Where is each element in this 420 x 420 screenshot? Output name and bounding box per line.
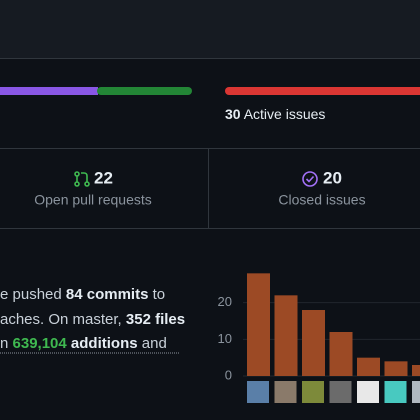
summary-line: aches. On master, 352 files [0,311,185,328]
avatar[interactable] [247,381,269,403]
stat-label: Closed issues [278,192,365,208]
summary-line: n 639,104 additions and [0,335,167,352]
header-band [0,0,420,58]
issue-label: Active issues [244,106,326,122]
avatar[interactable] [302,381,324,403]
avatar[interactable] [357,381,379,403]
y-tick-label: 20 [218,294,232,309]
strong: 84 commits [66,286,149,303]
avatar[interactable] [329,381,352,403]
text: n [0,335,13,352]
additions-number: 639,104 [13,335,68,352]
text: e pushed [0,286,66,303]
avatar[interactable] [274,381,297,403]
bar [247,273,270,376]
summary: e pushed 84 commits to aches. On master,… [0,286,185,352]
avatars [247,381,420,403]
bar [302,310,325,376]
bar [274,295,298,376]
stat-label: Open pull requests [34,192,152,208]
stat-count: 20 [323,168,342,187]
stat-count: 22 [94,168,113,187]
pr-icon [74,171,90,187]
strong: 352 files [126,311,185,328]
issue-count: 30 [225,106,241,122]
text: to [148,286,165,303]
bar [412,365,420,376]
text: and [138,335,167,352]
y-tick-label: 10 [218,331,232,346]
bar [384,361,408,376]
issues-summary: 30 Active issues [225,106,325,122]
y-tick-label: 0 [225,367,232,382]
text: aches. On master, [0,311,126,328]
bar [357,357,380,376]
bar [329,332,353,376]
summary-line: e pushed 84 commits to [0,286,165,303]
avatar[interactable] [412,381,420,403]
closed-icon [302,171,318,187]
strong: additions [67,335,138,352]
avatar[interactable] [384,381,407,403]
